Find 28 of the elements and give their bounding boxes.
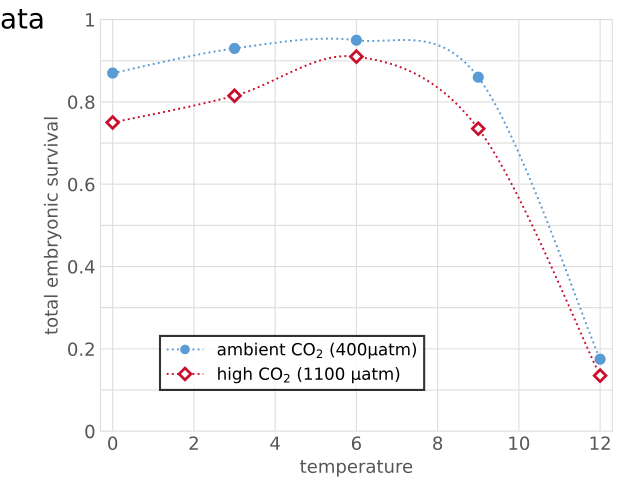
point <box>107 68 118 79</box>
y-axis-title: total embryonic survival <box>44 117 62 335</box>
point <box>350 34 362 46</box>
x-tick-label: 2 <box>189 436 198 450</box>
text: ata <box>2 8 42 29</box>
point <box>105 115 120 130</box>
y-tick-label: 0.4 <box>68 260 95 274</box>
legend-label: ambient CO$_{2}$ (400µatm) <box>218 342 416 359</box>
point <box>594 354 606 365</box>
x-axis-title: temperature <box>300 460 412 477</box>
legend-label: high CO$_{2}$ (1100 µatm) <box>218 367 400 384</box>
y-tick-label: 0.2 <box>68 342 94 356</box>
y-tick-label: 0.6 <box>68 178 94 192</box>
point <box>470 121 486 136</box>
point <box>227 88 242 104</box>
point <box>228 42 240 54</box>
y-tick-label: 0.8 <box>68 95 94 110</box>
x-tick-label: 10 <box>509 436 530 450</box>
y-tick-label: 0 <box>85 424 94 438</box>
x-tick-label: 6 <box>352 436 361 450</box>
x-tick-label: 12 <box>590 436 610 450</box>
point <box>592 368 608 383</box>
y-tick-label: 1 <box>86 13 94 26</box>
x-tick-label: 8 <box>433 436 442 450</box>
point <box>349 49 364 64</box>
x-tick-label: 0 <box>108 436 118 450</box>
x-tick-label: 4 <box>270 436 280 450</box>
point <box>472 72 484 83</box>
